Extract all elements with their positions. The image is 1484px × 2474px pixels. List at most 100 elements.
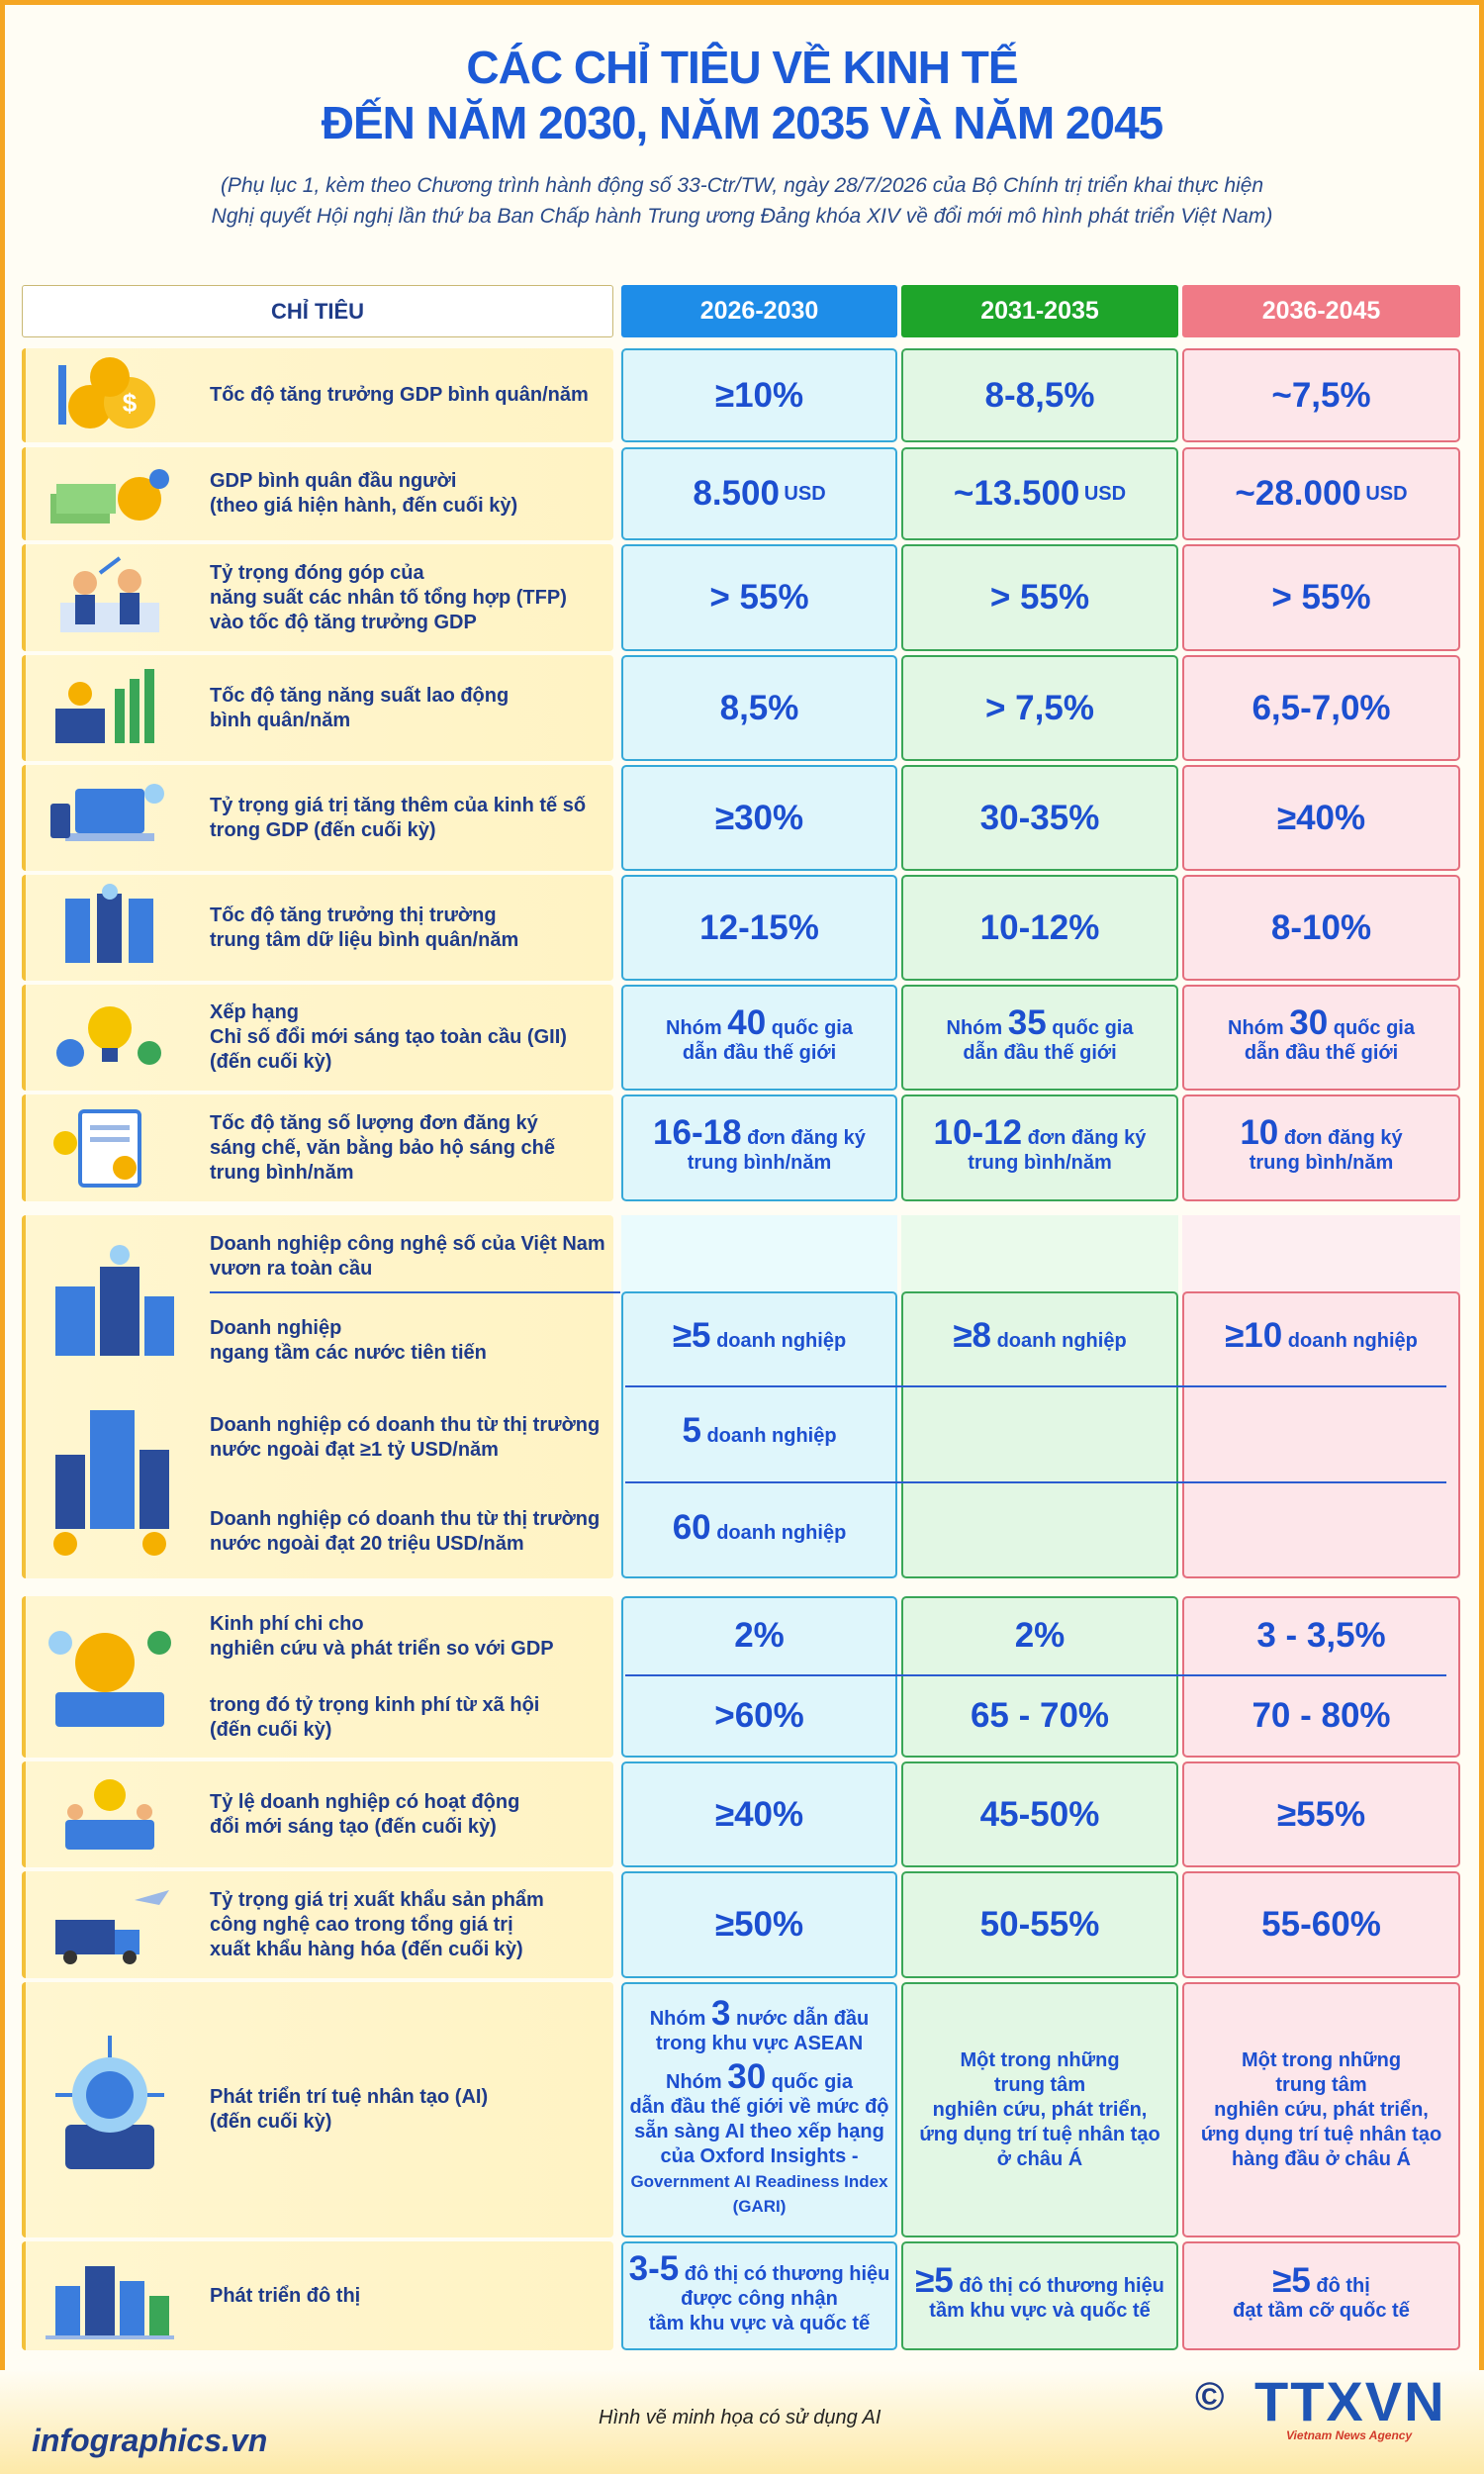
unit: doanh nghiệp (716, 1521, 847, 1544)
group-divider (625, 1385, 1446, 1387)
value: ≥8 (953, 1316, 992, 1355)
20m-revenue-2026-2030: 60 doanh nghiệp (621, 1483, 897, 1576)
text: nghiên cứu, phát triển, (932, 2098, 1148, 2121)
text: dẫn đầu thế giới (682, 1041, 837, 1064)
label-line: Doanh nghiệp có doanh thu từ thị trường (210, 1413, 601, 1436)
label-line: Tốc độ tăng số lượng đơn đăng ký (210, 1111, 538, 1134)
digital-economy-2026-2030: ≥30% (621, 765, 897, 871)
label-line: (đến cuối kỳ) (210, 1051, 332, 1073)
gdp-growth-2036-2045: ~7,5% (1182, 348, 1460, 442)
group-divider (625, 1674, 1446, 1676)
text: dẫn đầu thế giới (1244, 1041, 1399, 1064)
tech-enterprise-2026-2030-box (621, 1291, 897, 1578)
text: Nhóm (1228, 1016, 1284, 1039)
row-20m-revenue-label: Doanh nghiệp có doanh thu từ thị trường n… (210, 1484, 600, 1578)
label-line: nghiên cứu và phát triển so với GDP (210, 1638, 554, 1660)
row-rnd-social-label: trong đó tỷ trọng kinh phí từ xã hội (đến… (210, 1677, 539, 1758)
gdp-per-capita-2031-2035: ~13.500 USD (901, 447, 1178, 540)
label-line: sáng chế, văn bằng bảo hộ sáng chế (210, 1136, 555, 1159)
text: đạt tầm cỡ quốc tế (1233, 2300, 1410, 2322)
labor-productivity-2031-2035: > 7,5% (901, 655, 1178, 761)
tfp-2031-2035: > 55% (901, 544, 1178, 651)
value: 30 (727, 2057, 767, 2096)
urban-2036-2045: ≥5 đô thị đạt tầm cỡ quốc tế (1182, 2241, 1460, 2350)
value: 30 (1289, 1002, 1329, 1042)
value: 3-5 (628, 2248, 680, 2288)
text: đơn đăng ký (747, 1127, 866, 1149)
label-line: bình quân/năm (210, 709, 351, 731)
research-funding-icon (36, 1596, 184, 1758)
text: Government AI Readiness Index (630, 2172, 888, 2191)
ai-illustration-note: Hình vẽ minh họa có sử dụng AI (599, 2407, 881, 2428)
title-line-1: CÁC CHỈ TIÊU VỀ KINH TẾ (466, 42, 1018, 93)
text: tầm khu vực và quốc tế (648, 2312, 871, 2334)
label-line: Xếp hạng (210, 1001, 300, 1023)
label-line: (đến cuối kỳ) (210, 2111, 332, 2133)
advanced-enterprise-2031-2035: ≥8 doanh nghiệp (901, 1291, 1178, 1385)
group-divider (625, 1481, 1446, 1483)
subtitle: (Phụ lục 1, kèm theo Chương trình hành đ… (0, 170, 1484, 232)
rnd-social-2026-2030: >60% (714, 1696, 804, 1735)
label-line: Phát triển trí tuệ nhân tạo (AI) (210, 2086, 489, 2108)
text: Nhóm (666, 1016, 722, 1039)
gii-2026-2030: Nhóm 40 quốc gia dẫn đầu thế giới (621, 985, 897, 1091)
row-gii-label: Xếp hạng Chỉ số đổi mới sáng tạo toàn cầu… (210, 985, 567, 1091)
text: trung bình/năm (1249, 1152, 1394, 1174)
urban-2031-2035: ≥5 đô thị có thương hiệu tầm khu vực và … (901, 2241, 1178, 2350)
label-line: nước ngoài đạt ≥1 tỷ USD/năm (210, 1438, 499, 1461)
column-header-2031-2035: 2031-2035 (901, 285, 1178, 337)
rnd-social-2031-2035: 65 - 70% (970, 1696, 1110, 1735)
text: dẫn đầu thế giới (963, 1041, 1117, 1064)
tfp-2026-2030: > 55% (621, 544, 897, 651)
row-hightech-export-label: Tỷ trọng giá trị xuất khẩu sản phẩm công … (210, 1871, 544, 1978)
patent-2036-2045: 10 đơn đăng ký trung bình/năm (1182, 1094, 1460, 1201)
unit: doanh nghiệp (706, 1425, 837, 1447)
label-line: GDP bình quân đầu người (210, 470, 457, 492)
digital-economy-2036-2045: ≥40% (1182, 765, 1460, 871)
smart-city-icon (36, 2241, 184, 2350)
text: (GARI) (732, 2197, 787, 2216)
text: được công nhận (681, 2287, 838, 2310)
column-header-2026-2030: 2026-2030 (621, 285, 897, 337)
laptop-digital-icon (36, 765, 184, 871)
advanced-enterprise-2026-2030: ≥5 doanh nghiệp (621, 1291, 897, 1385)
value: 40 (727, 1002, 767, 1042)
value: 5 (682, 1411, 701, 1450)
label-line: (đến cuối kỳ) (210, 1718, 332, 1741)
value: 60 (672, 1507, 711, 1547)
ttxvn-logo: TTXVN (1254, 2370, 1446, 2432)
labor-productivity-2036-2045: 6,5-7,0% (1182, 655, 1460, 761)
text: tầm khu vực và quốc tế (929, 2300, 1151, 2322)
text: đô thị có thương hiệu (684, 2262, 890, 2285)
label-line: trong GDP (đến cuối kỳ) (210, 818, 436, 841)
rnd-social-2036-2045: 70 - 80% (1252, 1696, 1391, 1735)
innovation-2026-2030: ≥40% (621, 1761, 897, 1867)
label-line: Doanh nghiệp có doanh thu từ thị trường (210, 1507, 601, 1530)
label-line: vào tốc độ tăng trưởng GDP (210, 611, 477, 633)
row-patent-label: Tốc độ tăng số lượng đơn đăng ký sáng chế… (210, 1094, 555, 1201)
label-line: vươn ra toàn cầu (210, 1258, 373, 1280)
footer-band (0, 2370, 1484, 2474)
row-gdp-per-capita-label: GDP bình quân đầu người (theo giá hiện hà… (210, 447, 517, 540)
rnd-2026-2030: 2% (734, 1615, 785, 1655)
label-line: nước ngoài đạt 20 triệu USD/năm (210, 1532, 524, 1555)
text: Nhóm (946, 1016, 1003, 1039)
text: quốc gia (1333, 1016, 1415, 1039)
value: 8.500 (693, 474, 780, 513)
label-line: trong đó tỷ trọng kinh phí từ xã hội (210, 1693, 540, 1716)
column-header-label: CHỈ TIÊU (22, 285, 613, 337)
row-hightech-export-label-bg (22, 1871, 613, 1978)
patent-2026-2030: 16-18 đơn đăng ký trung bình/năm (621, 1094, 897, 1201)
text: nghiên cứu, phát triển, (1214, 2098, 1429, 2121)
text: Nhóm (666, 2071, 722, 2093)
text: hàng đầu ở châu Á (1232, 2147, 1411, 2170)
text: Nhóm (649, 2008, 706, 2030)
innovation-2031-2035: 45-50% (901, 1761, 1178, 1867)
row-labor-productivity-label: Tốc độ tăng năng suất lao động bình quân/… (210, 655, 509, 761)
data-center-2026-2030: 12-15% (621, 875, 897, 981)
infographics-site[interactable]: infographics.vn (32, 2423, 268, 2458)
text: đô thị có thương hiệu (959, 2275, 1164, 2297)
unit: USD (784, 482, 826, 505)
innovation-team-icon (36, 1761, 184, 1867)
patent-document-icon (36, 1094, 184, 1201)
